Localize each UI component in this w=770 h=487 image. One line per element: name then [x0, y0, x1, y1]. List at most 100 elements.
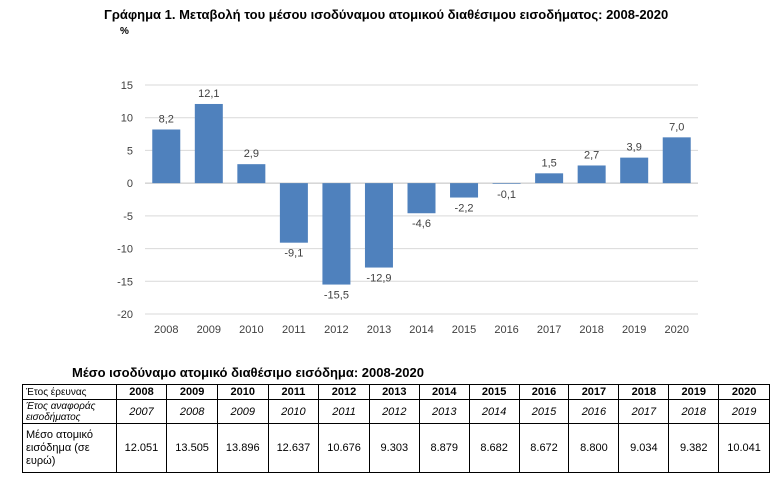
table-cell: 2011 [267, 384, 320, 400]
row-header: Έτος αναφοράς εισοδήματος [22, 399, 117, 424]
bar [450, 183, 479, 198]
table-cell: 2011 [318, 399, 370, 424]
data-label: 12,1 [198, 88, 219, 100]
y-tick-label: -15 [117, 276, 133, 288]
table-cell: 2009 [166, 384, 218, 400]
bar [577, 165, 606, 184]
y-tick-label: 15 [121, 80, 133, 92]
y-tick-label: -20 [117, 309, 133, 321]
bar-chart: 8,2 12,1 2,9 -9,1 -15,5 -12,9 -4,6 -2,2 -0,1 1,5 2… [117, 80, 698, 336]
table-cell: 2016 [518, 384, 570, 400]
table-title: Μέσο ισοδύναμο ατομικό διαθέσιμο εισόδημ… [72, 365, 424, 380]
data-label: -0,1 [497, 189, 516, 201]
table-cell: 2007 [115, 399, 168, 424]
y-unit-label: % [120, 26, 129, 37]
table-cell: 8.879 [418, 423, 470, 473]
bar [364, 183, 393, 268]
table-cell: 9.034 [618, 423, 670, 473]
x-tick-label: 2011 [282, 324, 306, 336]
table-cell: 2010 [267, 399, 320, 424]
bar [279, 183, 308, 243]
table-row-survey-year: Έτος έρευνας 2008 2009 2010 2011 2012 20… [22, 384, 770, 400]
x-tick-label: 2020 [664, 324, 688, 336]
table-cell: 2012 [318, 384, 370, 400]
data-label: 7,0 [669, 121, 684, 133]
table-cell: 2017 [568, 384, 620, 400]
data-label: -4,6 [412, 218, 431, 230]
y-tick-label: 10 [121, 113, 133, 125]
table-cell: 2019 [668, 384, 720, 400]
table-cell: 10.676 [318, 423, 370, 473]
bar [662, 137, 691, 184]
y-tick-label: -10 [117, 244, 133, 256]
bar [237, 164, 266, 184]
data-label: -12,9 [366, 273, 391, 285]
table-cell: 2012 [368, 399, 420, 424]
table-cell: 2018 [618, 384, 670, 400]
table-cell: 2019 [718, 399, 770, 424]
x-tick-label: 2019 [622, 324, 646, 336]
data-label: 3,9 [627, 142, 642, 154]
row-header: Έτος έρευνας [22, 384, 117, 400]
bar [535, 173, 564, 184]
table-cell: 2013 [368, 384, 420, 400]
x-tick-label: 2015 [452, 324, 476, 336]
data-label: -9,1 [284, 248, 303, 260]
table-cell: 13.505 [166, 423, 218, 473]
table-cell: 2020 [718, 384, 770, 400]
table-cell: 9.382 [668, 423, 720, 473]
x-tick-label: 2012 [324, 324, 348, 336]
x-tick-label: 2018 [579, 324, 603, 336]
table-cell: 2013 [418, 399, 470, 424]
y-tick-label: 0 [127, 178, 133, 190]
x-tick-labels: 2008 2009 2010 2011 2012 2013 2014 2015 2016 2017… [154, 324, 689, 336]
row-header: Μέσο ατομικό εισόδημα (σε ευρώ) [22, 423, 117, 473]
x-tick-label: 2014 [409, 324, 433, 336]
data-label: 1,5 [541, 157, 556, 169]
x-tick-label: 2008 [154, 324, 178, 336]
chart-title: Γράφημα 1. Μεταβολή του μέσου ισοδύναμου… [104, 7, 669, 22]
table-cell: 9.303 [368, 423, 420, 473]
table-cell: 2008 [115, 384, 168, 400]
data-label: 8,2 [159, 113, 174, 125]
table-cell: 2008 [166, 399, 218, 424]
data-label: -15,5 [324, 290, 349, 302]
data-label: 2,9 [244, 148, 259, 160]
table-cell: 8.672 [518, 423, 570, 473]
table-cell: 10.041 [718, 423, 770, 473]
bar [152, 129, 181, 184]
table-cell: 12.051 [115, 423, 168, 473]
income-table: Έτος έρευνας 2008 2009 2010 2011 2012 20… [22, 384, 770, 473]
table-cell: 12.637 [267, 423, 320, 473]
table-cell: 2016 [568, 399, 620, 424]
table-cell: 2010 [216, 384, 269, 400]
bar [322, 183, 351, 285]
data-label: 2,7 [584, 149, 599, 161]
bars [152, 103, 691, 285]
table-cell: 8.800 [568, 423, 620, 473]
bar [407, 183, 436, 214]
y-tick-label: 5 [127, 145, 133, 157]
y-tick-label: -5 [123, 211, 133, 223]
table-cell: 2014 [418, 384, 470, 400]
table-cell: 2015 [468, 384, 520, 400]
value-labels: 8,2 12,1 2,9 -9,1 -15,5 -12,9 -4,6 -2,2 -0,1 1,5 2… [159, 88, 685, 302]
x-tick-label: 2013 [367, 324, 391, 336]
table-cell: 13.896 [216, 423, 269, 473]
x-tick-label: 2009 [197, 324, 221, 336]
bar [620, 157, 649, 184]
table-cell: 2015 [518, 399, 570, 424]
bar [492, 183, 521, 184]
x-tick-label: 2010 [239, 324, 263, 336]
data-label: -2,2 [455, 203, 474, 215]
x-tick-label: 2016 [494, 324, 518, 336]
bar [194, 103, 223, 184]
table-cell: 2017 [618, 399, 670, 424]
table-cell: 2009 [216, 399, 269, 424]
table-row-mean-income: Μέσο ατομικό εισόδημα (σε ευρώ) 12.051 1… [22, 423, 770, 473]
table-row-reference-year: Έτος αναφοράς εισοδήματος 2007 2008 2009… [22, 399, 770, 424]
table-cell: 8.682 [468, 423, 520, 473]
y-tick-labels: 15 10 5 0 -5 -10 -15 -20 [117, 80, 133, 321]
table-cell: 2018 [668, 399, 720, 424]
table-cell: 2014 [468, 399, 520, 424]
